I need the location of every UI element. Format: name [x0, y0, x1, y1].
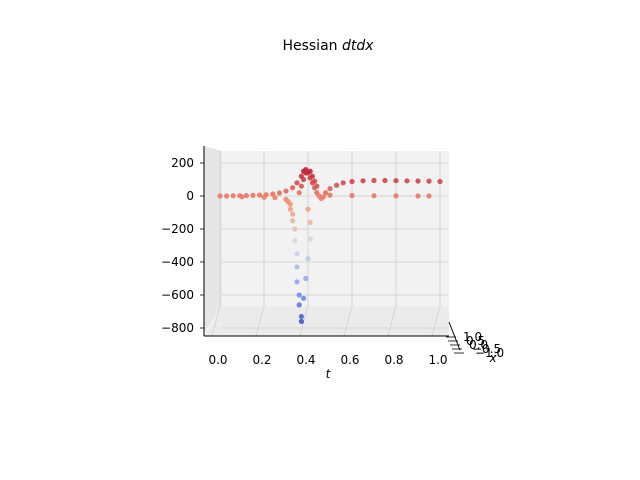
scatter-point: [426, 193, 432, 199]
scatter-point: [296, 292, 302, 298]
left-pane: [204, 146, 222, 334]
chart-title: Hessian dtdx: [282, 38, 374, 54]
scatter-point: [261, 194, 267, 200]
x-axis-line: [448, 321, 461, 351]
scatter-point: [283, 188, 289, 194]
t-floor-grid-line: [211, 305, 221, 337]
scatter-point: [327, 192, 333, 198]
scatter-point: [314, 183, 320, 189]
scatter-point: [305, 256, 311, 262]
scatter-point: [320, 194, 326, 200]
scatter-point: [382, 177, 388, 184]
scatter-point: [298, 183, 304, 189]
t-tick-labels: 0.0 0.2 0.4 0.6 0.8 1.0: [208, 353, 447, 367]
z-tick-label: −200: [161, 222, 194, 236]
scatter-point: [296, 190, 302, 196]
chart-title-prefix: Hessian: [282, 38, 342, 54]
t-tick-label: 0.8: [384, 353, 403, 367]
scatter-point: [243, 192, 249, 199]
scatter-point: [349, 178, 355, 185]
scatter-point: [298, 318, 304, 324]
scatter-point: [307, 236, 313, 242]
t-tick-label: 0.6: [340, 353, 359, 367]
scatter-point: [294, 279, 300, 285]
scatter-point: [307, 168, 313, 174]
scatter-point: [287, 206, 293, 212]
scatter-point: [298, 313, 304, 320]
t-floor-grid-line: [343, 305, 353, 337]
scatter-point: [415, 193, 421, 199]
t-tick-label: 1.0: [428, 353, 447, 367]
scatter-point: [250, 192, 256, 198]
scatter-point: [426, 178, 432, 184]
t-axis-label: t: [326, 367, 332, 381]
scatter-point: [303, 275, 309, 282]
scatter-point: [334, 182, 340, 188]
scatter-point: [371, 193, 377, 199]
scatter-point: [360, 178, 366, 184]
scatter-point: [276, 190, 282, 196]
scatter-point: [301, 176, 307, 183]
z-tick-label: −400: [161, 255, 194, 269]
t-tick-label: 0.4: [296, 353, 315, 367]
scatter-point: [327, 185, 333, 192]
t-floor-grid-line: [299, 305, 309, 337]
scatter-point: [292, 237, 298, 244]
scatter-point: [217, 193, 223, 199]
scatter-point: [287, 201, 293, 207]
scatter-point: [272, 195, 278, 201]
x-tick-label: 0.5: [466, 334, 485, 348]
t-floor-grid-line: [387, 305, 397, 337]
scatter-point: [371, 177, 377, 184]
scatter-point: [239, 194, 245, 200]
chart-title-math: dtdx: [342, 38, 374, 54]
x-tick-labels: 1.00.50.0−0.5−1.0: [463, 330, 504, 360]
scatter-point: [309, 173, 315, 179]
scatter-point: [393, 193, 399, 199]
scatter-point: [294, 264, 300, 270]
t-floor-grid-line: [431, 305, 441, 337]
z-tick-labels: 200 0 −200 −400 −600 −800: [161, 156, 194, 335]
z-tick-label: −800: [161, 321, 194, 335]
x-tick-label: 1.0: [463, 330, 482, 344]
scatter-point: [393, 178, 399, 184]
t-floor-grid-line: [255, 305, 265, 337]
x-tick-label: −1.0: [475, 346, 504, 360]
floor-pane: [204, 306, 449, 336]
x-tick-label: 0.0: [469, 338, 488, 352]
scatter-points: [217, 167, 443, 324]
z-tick-label: 0: [186, 189, 194, 203]
scatter-point: [290, 218, 296, 224]
scatter-point: [294, 180, 300, 186]
scatter-point: [404, 178, 410, 184]
x-axis-label: x: [488, 351, 497, 365]
t-tick-label: 0.0: [208, 353, 227, 367]
scatter-point: [296, 302, 302, 308]
scatter-point: [294, 251, 300, 257]
scatter-point: [290, 211, 296, 217]
z-tick-label: 200: [171, 156, 194, 170]
z-tick-label: −600: [161, 288, 194, 302]
scatter-point: [301, 295, 307, 301]
scatter-point: [323, 190, 329, 196]
scatter-point: [230, 193, 236, 199]
x-tick-label: −0.5: [472, 342, 501, 356]
back-pane: [222, 151, 449, 306]
scatter-point: [437, 178, 443, 185]
scatter-point: [257, 192, 263, 198]
t-tick-label: 0.2: [252, 353, 271, 367]
scatter-point: [415, 178, 421, 184]
scatter-point: [305, 206, 311, 212]
scatter-point: [224, 193, 230, 199]
scatter-point: [340, 180, 346, 186]
axes: [203, 146, 461, 351]
scatter-point: [307, 219, 313, 225]
scatter-point: [312, 178, 318, 184]
scatter-point: [303, 170, 309, 176]
scatter-point: [290, 185, 296, 191]
scatter-point: [349, 192, 355, 199]
scatter-point: [292, 226, 298, 232]
